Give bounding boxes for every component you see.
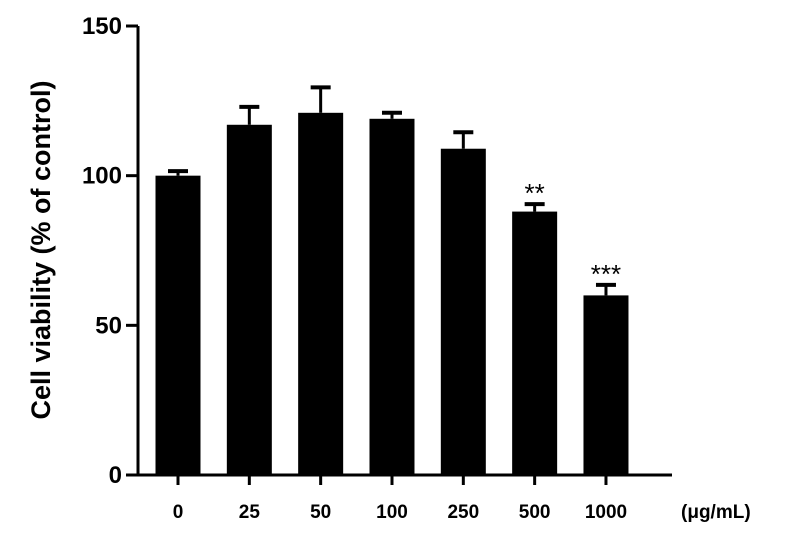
x-tick-label: 1000 xyxy=(585,502,627,523)
x-tick-label: 25 xyxy=(239,502,261,523)
x-tick-label: 100 xyxy=(376,502,408,523)
x-axis: 0 25 50 100 250 500 1000 xyxy=(136,473,672,523)
bar xyxy=(583,295,629,475)
bar xyxy=(512,211,558,475)
y-tick-label: 150 xyxy=(82,13,122,40)
y-tick-label: 100 xyxy=(82,163,122,190)
significance-label: ** xyxy=(525,178,545,208)
significance-label: *** xyxy=(591,259,621,289)
y-axis: 0 50 100 150 xyxy=(82,13,140,489)
bar xyxy=(226,124,272,475)
bars: ***** xyxy=(155,85,629,475)
x-tick-label: 50 xyxy=(310,502,331,523)
x-tick-label: 0 xyxy=(173,502,184,523)
bar xyxy=(440,148,486,475)
y-tick-label: 0 xyxy=(109,462,122,489)
x-axis-unit-label: (μg/mL) xyxy=(681,502,751,523)
x-tick-label: 250 xyxy=(447,502,479,523)
x-tick-label: 500 xyxy=(519,502,551,523)
bar xyxy=(298,112,344,475)
bar xyxy=(155,175,201,475)
y-tick-label: 50 xyxy=(95,312,122,339)
y-axis-title: Cell viability (% of control) xyxy=(26,80,56,419)
bar xyxy=(369,118,415,475)
